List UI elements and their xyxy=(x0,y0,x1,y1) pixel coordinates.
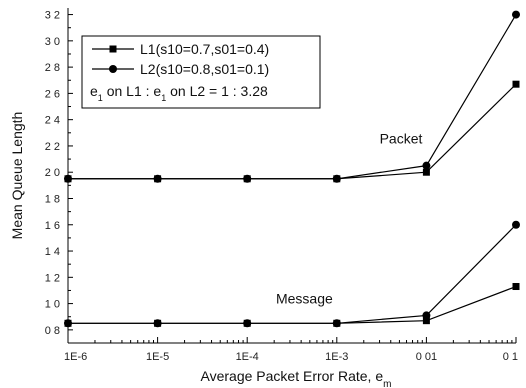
packet-l2-point xyxy=(422,161,431,170)
packet-l2-point xyxy=(512,10,520,19)
x-axis-title-subscript: m xyxy=(383,379,391,388)
series-lines xyxy=(68,14,517,324)
y-tick-label: 3 2 xyxy=(45,10,60,22)
packet-l2-point xyxy=(243,174,252,183)
legend-label: L2(s10=0.8,s01=0.1) xyxy=(140,61,269,77)
message-l2-line xyxy=(68,224,517,324)
y-tick-label: 0 8 xyxy=(45,325,60,337)
packet-l1-point xyxy=(422,168,430,176)
y-tick-label: 2 4 xyxy=(45,115,60,127)
legend: L1(s10=0.7,s01=0.4) L2(s10=0.8,s01=0.1) e… xyxy=(81,35,321,109)
packet-l1-point xyxy=(512,80,520,88)
x-tick-label: 0 01 xyxy=(416,351,437,363)
x-tick-label: 1E-6 xyxy=(64,351,87,363)
x-axis-title: Average Packet Error Rate, em xyxy=(201,368,392,388)
tick-labels: 0 8 1 0 1 2 1 4 1 6 1 8 2 0 2 2 2 4 2 6 2 8 3 0 3 2 1… xyxy=(45,10,518,363)
packet-l2-point xyxy=(332,174,341,183)
x-tick-label: 1E-5 xyxy=(146,351,169,363)
message-l2-point xyxy=(422,311,431,320)
legend-note-text: on L1 : e xyxy=(103,83,162,99)
legend-note-text: on L2 = 1 : 3.28 xyxy=(166,83,268,99)
y-tick-label: 2 6 xyxy=(45,88,60,100)
legend-square-marker xyxy=(109,45,117,53)
message-l2-point xyxy=(243,319,252,328)
packet-l2-point xyxy=(64,174,72,183)
y-tick-label: 1 4 xyxy=(45,246,60,258)
annotations: Packet Message xyxy=(276,130,423,306)
y-tick-label: 2 2 xyxy=(45,141,60,153)
message-l2-point xyxy=(153,319,162,328)
legend-circle-marker xyxy=(109,65,117,73)
message-l2-point xyxy=(512,220,520,229)
annotation-packet: Packet xyxy=(380,130,423,146)
message-l1-point xyxy=(512,283,520,291)
x-tick-label: 1E-4 xyxy=(236,351,259,363)
packet-l2-point xyxy=(153,174,162,183)
message-l1-point xyxy=(422,317,430,325)
y-tick-label: 1 6 xyxy=(45,220,60,232)
y-tick-label: 1 2 xyxy=(45,272,60,284)
y-axis-title: Mean Queue Length xyxy=(9,112,25,240)
legend-note: e1 on L1 : e1 on L2 = 1 : 3.28 xyxy=(90,83,268,103)
y-tick-label: 1 0 xyxy=(45,299,60,311)
y-tick-label: 2 0 xyxy=(45,167,60,179)
annotation-message: Message xyxy=(276,291,333,307)
y-tick-label: 2 8 xyxy=(45,62,60,74)
legend-note-subscript: 1 xyxy=(161,93,166,103)
x-axis-title-main: Average Packet Error Rate, e xyxy=(201,368,384,384)
message-l2-point xyxy=(332,319,341,328)
message-l2-point xyxy=(64,319,72,328)
x-tick-label: 1E-3 xyxy=(325,351,348,363)
legend-note-text: e xyxy=(90,83,98,99)
y-tick-label: 1 8 xyxy=(45,193,60,205)
series-markers xyxy=(64,10,520,328)
legend-box xyxy=(81,35,321,109)
packet-l2-line xyxy=(68,14,517,180)
legend-label: L1(s10=0.7,s01=0.4) xyxy=(140,41,269,57)
x-tick-label: 0 1 xyxy=(503,351,518,363)
y-tick-label: 3 0 xyxy=(45,36,60,48)
legend-note-subscript: 1 xyxy=(98,93,103,103)
